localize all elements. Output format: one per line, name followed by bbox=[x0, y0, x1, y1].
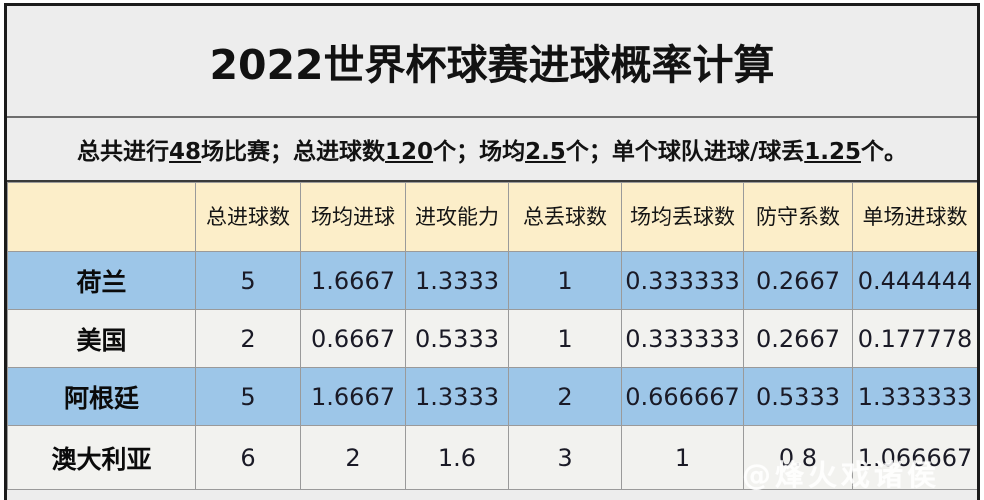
column-header-total-conceded[interactable]: 总丢球数 bbox=[508, 182, 622, 252]
title-band: 2022世界杯球赛进球概率计算 bbox=[7, 6, 977, 118]
column-header-avg-conceded[interactable]: 场均丢球数 bbox=[621, 182, 744, 252]
cell-total-conceded[interactable]: 1 bbox=[508, 251, 622, 310]
cell-goals-per-match[interactable]: 0.444444 bbox=[852, 251, 977, 310]
summary-text: 总共进行48场比赛；总进球数120个；场均2.5个；单个球队进球/球丢1.25个… bbox=[77, 132, 907, 166]
cell-avg-conceded[interactable]: 0.333333 bbox=[621, 309, 744, 368]
cell-avg-conceded[interactable]: 0.333333 bbox=[621, 251, 744, 310]
cell-total-goals[interactable]: 5 bbox=[195, 251, 301, 310]
summary-part-1: 总共进行 bbox=[77, 139, 170, 165]
summary-part-4: 个；单个球队进球/球丢 bbox=[565, 139, 805, 165]
column-header-team[interactable] bbox=[7, 182, 196, 252]
table-header-row: 总进球数 场均进球 进攻能力 总丢球数 场均丢球数 防守系数 单场进球数 bbox=[7, 182, 977, 252]
table-row[interactable]: 荷兰 5 1.6667 1.3333 1 0.333333 0.2667 0.4… bbox=[7, 251, 977, 310]
cell-attack-power[interactable]: 1.3333 bbox=[405, 367, 509, 426]
table-row[interactable]: 美国 2 0.6667 0.5333 1 0.333333 0.2667 0.1… bbox=[7, 309, 977, 368]
stats-table: 总进球数 场均进球 进攻能力 总丢球数 场均丢球数 防守系数 单场进球数 荷兰 … bbox=[7, 182, 977, 490]
cell-avg-goals[interactable]: 0.6667 bbox=[300, 309, 406, 368]
cell-avg-goals[interactable]: 1.6667 bbox=[300, 251, 406, 310]
cell-total-conceded[interactable]: 1 bbox=[508, 309, 622, 368]
cell-attack-power[interactable]: 0.5333 bbox=[405, 309, 509, 368]
cell-total-goals[interactable]: 6 bbox=[195, 425, 301, 490]
cell-defense-coefficient[interactable]: 0.2667 bbox=[743, 309, 853, 368]
summary-part-5: 个。 bbox=[860, 139, 907, 165]
table-row[interactable]: 阿根廷 5 1.6667 1.3333 2 0.666667 0.5333 1.… bbox=[7, 367, 977, 426]
sheet-frame: 2022世界杯球赛进球概率计算 总共进行48场比赛；总进球数120个；场均2.5… bbox=[4, 3, 980, 500]
column-header-avg-goals[interactable]: 场均进球 bbox=[300, 182, 406, 252]
cell-attack-power[interactable]: 1.6 bbox=[405, 425, 509, 490]
cell-total-goals[interactable]: 2 bbox=[195, 309, 301, 368]
summary-band: 总共进行48场比赛；总进球数120个；场均2.5个；单个球队进球/球丢1.25个… bbox=[7, 118, 977, 182]
cell-defense-coefficient[interactable]: 0.5333 bbox=[743, 367, 853, 426]
summary-value-per-team: 1.25 bbox=[804, 139, 861, 165]
cell-total-goals[interactable]: 5 bbox=[195, 367, 301, 426]
cell-goals-per-match[interactable]: 1.333333 bbox=[852, 367, 977, 426]
cell-team[interactable]: 澳大利亚 bbox=[7, 425, 196, 490]
cell-goals-per-match[interactable]: 0.177778 bbox=[852, 309, 977, 368]
table-body: 荷兰 5 1.6667 1.3333 1 0.333333 0.2667 0.4… bbox=[7, 251, 977, 490]
cell-avg-conceded[interactable]: 1 bbox=[621, 425, 744, 490]
column-header-attack-power[interactable]: 进攻能力 bbox=[405, 182, 509, 252]
cell-team[interactable]: 阿根廷 bbox=[7, 367, 196, 426]
summary-value-matches: 48 bbox=[169, 139, 202, 165]
summary-part-2: 场比赛；总进球数 bbox=[201, 139, 386, 165]
column-header-defense-coefficient[interactable]: 防守系数 bbox=[743, 182, 853, 252]
cell-team[interactable]: 荷兰 bbox=[7, 251, 196, 310]
cell-avg-goals[interactable]: 1.6667 bbox=[300, 367, 406, 426]
cell-attack-power[interactable]: 1.3333 bbox=[405, 251, 509, 310]
page-title: 2022世界杯球赛进球概率计算 bbox=[209, 41, 775, 89]
cell-defense-coefficient[interactable]: 0.2667 bbox=[743, 251, 853, 310]
cell-total-conceded[interactable]: 3 bbox=[508, 425, 622, 490]
cell-goals-per-match[interactable]: 1.066667 bbox=[852, 425, 977, 490]
table-row[interactable]: 澳大利亚 6 2 1.6 3 1 0.8 1.066667 bbox=[7, 425, 977, 490]
column-header-total-goals[interactable]: 总进球数 bbox=[195, 182, 301, 252]
cell-team[interactable]: 美国 bbox=[7, 309, 196, 368]
summary-value-total-goals: 120 bbox=[385, 139, 434, 165]
cell-avg-goals[interactable]: 2 bbox=[300, 425, 406, 490]
cell-avg-conceded[interactable]: 0.666667 bbox=[621, 367, 744, 426]
cell-defense-coefficient[interactable]: 0.8 bbox=[743, 425, 853, 490]
summary-value-avg-goals: 2.5 bbox=[525, 139, 566, 165]
column-header-goals-per-match[interactable]: 单场进球数 bbox=[852, 182, 977, 252]
cell-total-conceded[interactable]: 2 bbox=[508, 367, 622, 426]
summary-part-3: 个；场均 bbox=[433, 139, 526, 165]
